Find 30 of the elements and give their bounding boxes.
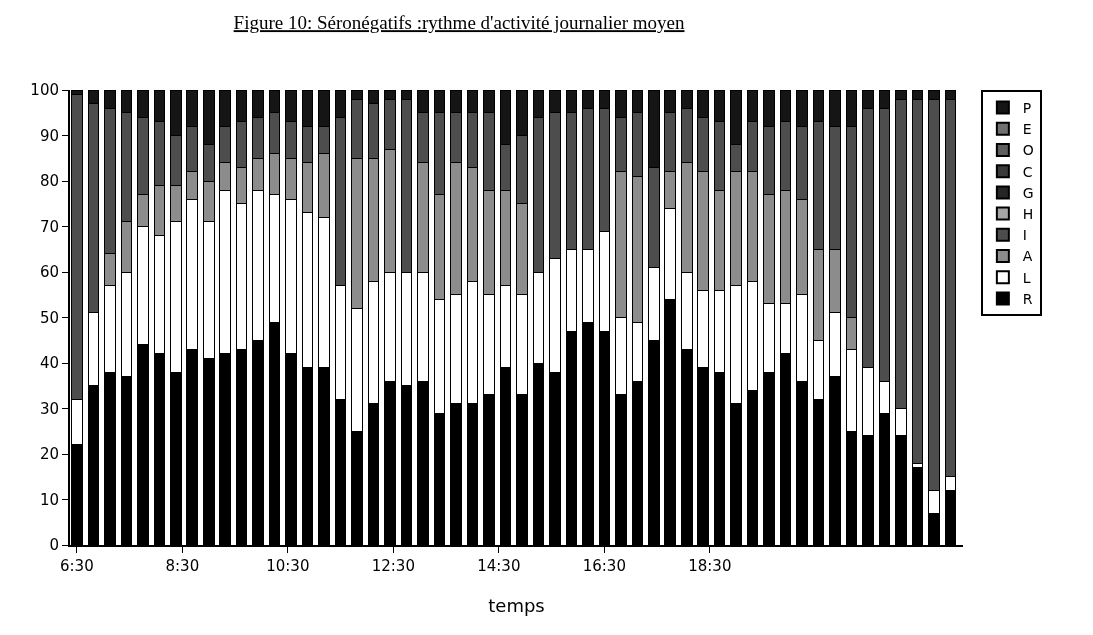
legend-label: A <box>1022 248 1033 265</box>
x-tick-label: 14:30 <box>477 557 521 575</box>
x-tick-label: 10:30 <box>266 557 310 575</box>
y-tick-label: 30 <box>39 399 59 418</box>
x-axis-title: temps <box>488 594 545 616</box>
y-tick-label: 80 <box>39 172 59 191</box>
x-tick-label: 6:30 <box>60 557 94 575</box>
x-tick-label: 12:30 <box>371 557 415 575</box>
legend-label: P <box>1022 100 1032 117</box>
x-tick-label: 16:30 <box>582 557 626 575</box>
legend-label: L <box>1022 269 1031 286</box>
legend-label: O <box>1022 142 1034 159</box>
x-tick-label: 8:30 <box>165 557 200 575</box>
y-tick-label: 20 <box>39 445 59 464</box>
y-tick-label: 50 <box>39 308 59 327</box>
x-tick-label: 18:30 <box>688 557 732 575</box>
legend-label: E <box>1022 121 1032 138</box>
y-tick-label: 70 <box>39 217 59 236</box>
legend-label: G <box>1022 184 1034 201</box>
legend-label: H <box>1022 206 1034 223</box>
y-tick-label: 40 <box>39 354 59 373</box>
legend-label: I <box>1022 227 1027 244</box>
y-tick-label: 100 <box>30 81 59 100</box>
chart-title: Figure 10: Séronégatifs :rythme d'activité journalier moyen <box>233 12 685 34</box>
legend-label: R <box>1022 290 1033 307</box>
y-tick-label: 60 <box>39 263 59 282</box>
y-tick-label: 90 <box>39 126 59 145</box>
legend-label: C <box>1022 163 1033 180</box>
y-tick-label: 0 <box>49 536 59 555</box>
y-tick-label: 10 <box>39 490 59 509</box>
